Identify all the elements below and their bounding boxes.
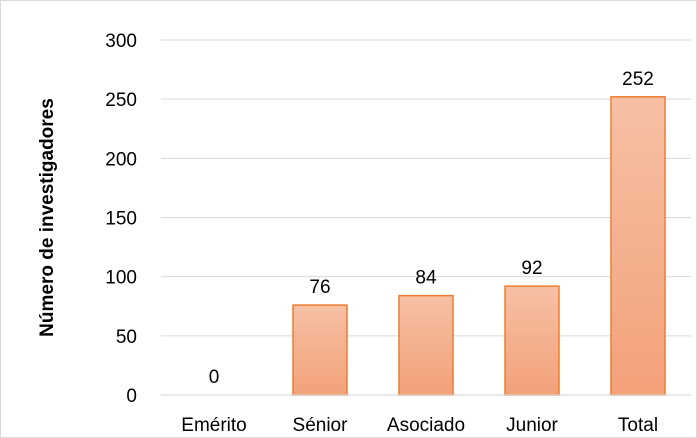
y-tick-label: 250 xyxy=(105,90,137,111)
data-label: 84 xyxy=(415,268,437,289)
data-label: 252 xyxy=(622,69,654,90)
y-tick-label: 100 xyxy=(105,268,137,289)
data-label: 76 xyxy=(309,277,330,298)
bar-total xyxy=(610,96,666,396)
bar-junior xyxy=(504,285,560,396)
y-tick-label: 200 xyxy=(105,149,137,170)
x-tick-label: Sénior xyxy=(293,415,349,436)
axes: 0 50 100 150 200 250 300 Emérito Sénior Asociado J… xyxy=(105,31,691,436)
x-tick-label: Total xyxy=(618,415,658,436)
bar-sénior xyxy=(292,304,348,396)
x-tick-label: Asociado xyxy=(387,415,465,436)
y-tick-label: 300 xyxy=(105,31,137,52)
data-label: 92 xyxy=(521,258,542,279)
y-tick-label: 0 xyxy=(126,386,137,407)
bars xyxy=(292,96,666,396)
data-labels: 0 76 84 92 252 xyxy=(209,69,654,388)
data-label: 0 xyxy=(209,367,220,388)
x-tick-label: Emérito xyxy=(181,415,246,436)
bar-asociado xyxy=(398,294,454,396)
x-tick-label: Junior xyxy=(506,415,558,436)
y-tick-label: 50 xyxy=(116,327,137,348)
y-axis-title: Número de investigadores xyxy=(37,98,58,337)
y-tick-label: 150 xyxy=(105,209,137,230)
gridlines xyxy=(161,39,691,337)
